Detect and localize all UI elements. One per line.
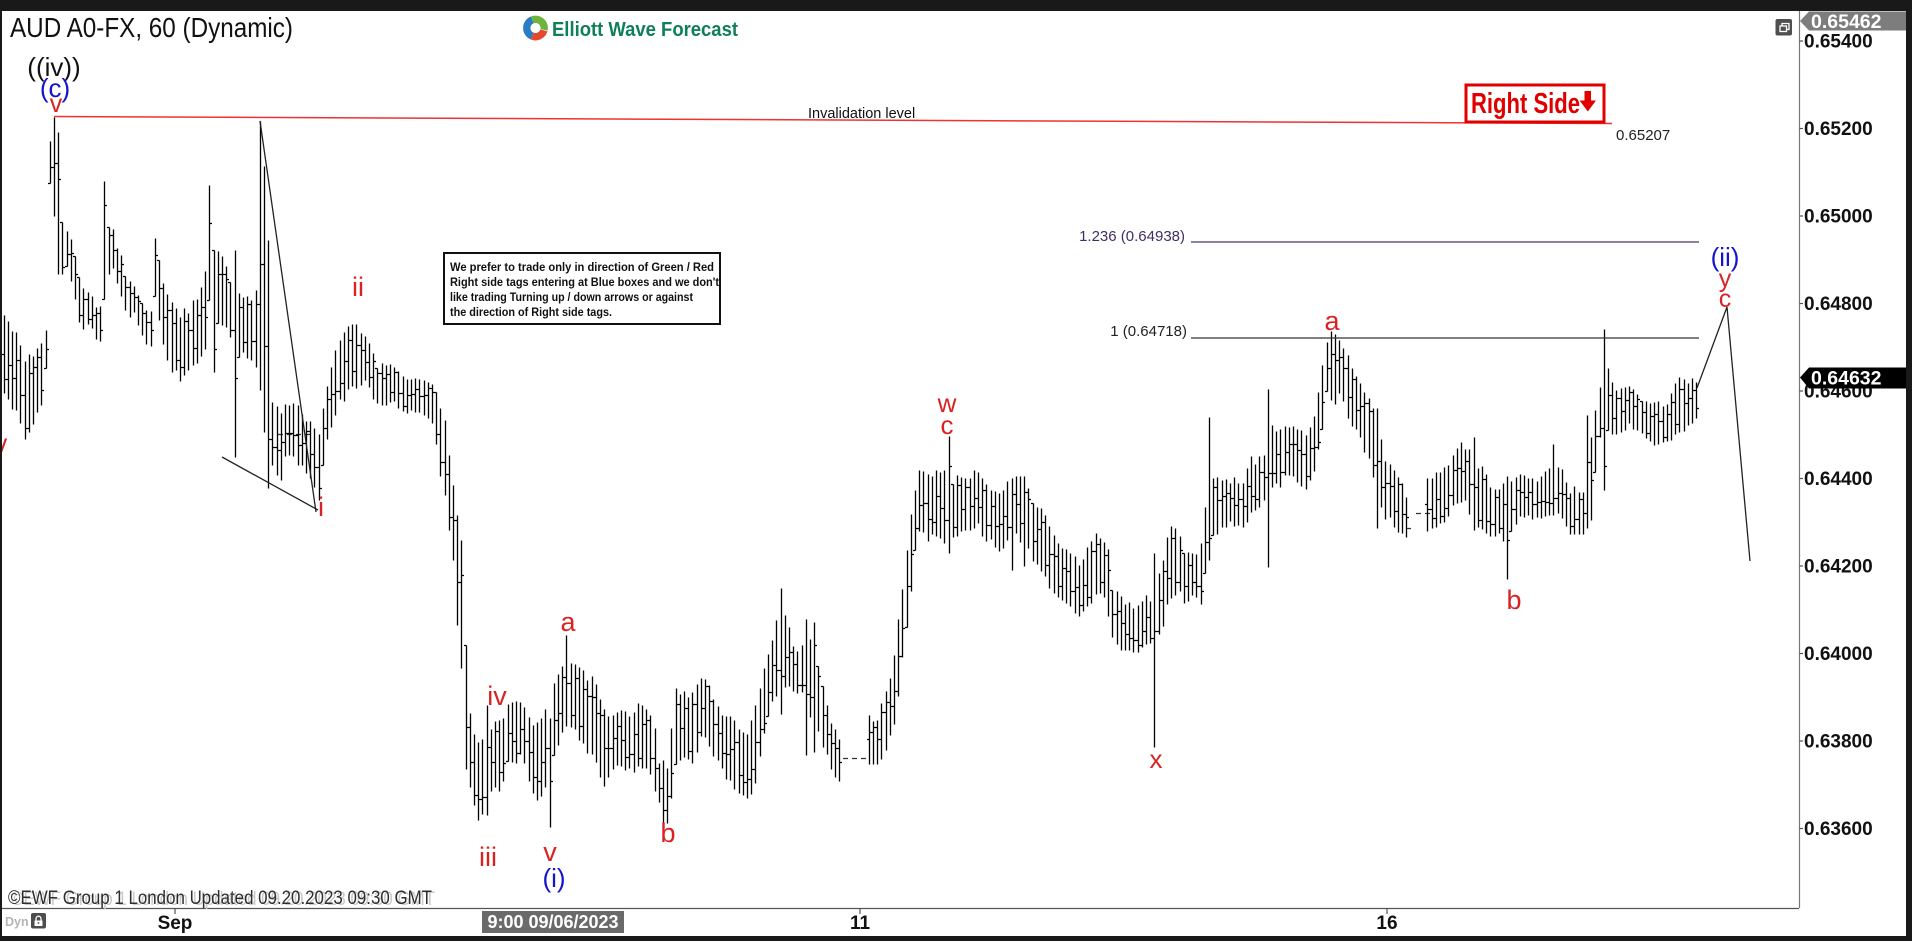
svg-text:(i): (i): [542, 863, 565, 893]
svg-text:0.63600: 0.63600: [1804, 819, 1873, 840]
svg-text:©EWF Group 1 London Updated 09: ©EWF Group 1 London Updated 09.20.2023 0…: [11, 889, 435, 910]
svg-text:1.236 (0.64938): 1.236 (0.64938): [1079, 228, 1185, 245]
svg-text:i: i: [318, 492, 324, 522]
svg-text:Dyn: Dyn: [5, 915, 29, 929]
svg-text:x: x: [1150, 744, 1163, 774]
svg-text:We prefer to trade only in dir: We prefer to trade only in direction of …: [450, 260, 714, 274]
svg-text:((iv)): ((iv)): [27, 52, 80, 82]
svg-text:the direction of Right side ta: the direction of Right side tags.: [450, 305, 612, 319]
svg-text:iv: iv: [487, 681, 507, 711]
svg-text:0.65207: 0.65207: [1616, 127, 1670, 144]
svg-text:Invalidation level: Invalidation level: [808, 106, 915, 122]
svg-text:ii: ii: [352, 272, 364, 302]
svg-text:Elliott Wave Forecast: Elliott Wave Forecast: [552, 19, 738, 41]
svg-text:b: b: [660, 818, 675, 848]
svg-text:v: v: [50, 90, 63, 118]
svg-text:a: a: [560, 607, 576, 637]
svg-text:0.65000: 0.65000: [1804, 207, 1873, 228]
svg-text:0.65462: 0.65462: [1811, 11, 1882, 33]
svg-text:11: 11: [850, 913, 871, 934]
svg-text:0.64000: 0.64000: [1804, 644, 1873, 665]
svg-text:AUD A0-FX, 60 (Dynamic): AUD A0-FX, 60 (Dynamic): [10, 12, 293, 43]
svg-text:Sep: Sep: [158, 913, 193, 934]
svg-text:0.65200: 0.65200: [1804, 119, 1873, 140]
svg-text:(ii): (ii): [1711, 242, 1740, 272]
svg-text:0.64400: 0.64400: [1804, 469, 1873, 490]
svg-text:9:00 09/06/2023: 9:00 09/06/2023: [487, 912, 618, 932]
svg-text:Right Side: Right Side: [1471, 88, 1580, 120]
svg-text:0.63800: 0.63800: [1804, 732, 1873, 753]
svg-text:v: v: [543, 837, 557, 867]
svg-text:v: v: [0, 430, 8, 458]
svg-text:0.64800: 0.64800: [1804, 294, 1873, 315]
svg-text:Right side tags entering at Bl: Right side tags entering at Blue boxes a…: [450, 275, 719, 289]
svg-text:0.64200: 0.64200: [1804, 557, 1873, 578]
svg-text:0.65400: 0.65400: [1804, 32, 1873, 53]
svg-text:1 (0.64718): 1 (0.64718): [1110, 323, 1187, 340]
svg-text:c: c: [1719, 285, 1732, 313]
svg-text:y: y: [1719, 265, 1732, 293]
svg-text:0.64632: 0.64632: [1811, 368, 1882, 390]
svg-text:w: w: [937, 388, 957, 418]
svg-text:16: 16: [1376, 913, 1397, 934]
svg-text:©EWF Group 1 London Updated 09: ©EWF Group 1 London Updated 09.20.2023 0…: [8, 888, 432, 909]
svg-text:b: b: [1506, 585, 1521, 615]
svg-text:like trading Turning up / down: like trading Turning up / down arrows or…: [450, 290, 693, 304]
svg-text:(c): (c): [40, 73, 70, 103]
svg-text:a: a: [1324, 306, 1340, 336]
svg-text:c: c: [941, 410, 954, 440]
svg-text:iii: iii: [479, 842, 497, 872]
